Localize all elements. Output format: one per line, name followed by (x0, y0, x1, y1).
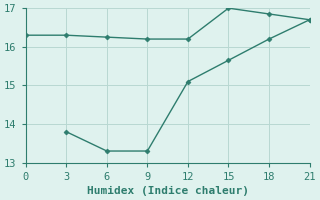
X-axis label: Humidex (Indice chaleur): Humidex (Indice chaleur) (87, 186, 249, 196)
